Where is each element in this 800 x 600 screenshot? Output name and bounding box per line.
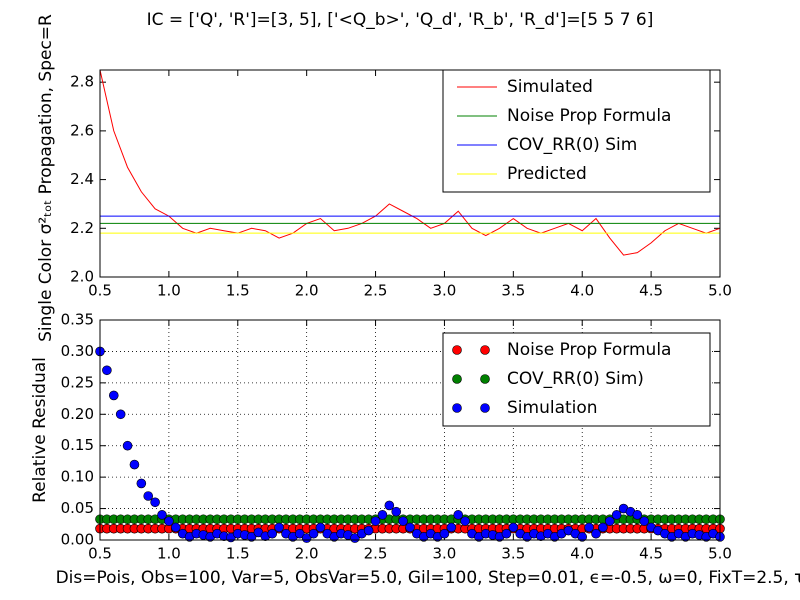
plot-frame xyxy=(99,69,721,278)
legend-label: Simulated xyxy=(507,77,593,97)
data-point xyxy=(391,506,402,517)
data-point xyxy=(604,516,615,526)
data-point xyxy=(632,510,643,520)
y-axis-label: Single Color σ²ₜₒₜ Propagation, Spec=R xyxy=(36,14,56,342)
data-point xyxy=(294,528,305,539)
data-point xyxy=(363,525,374,536)
legend-label: Simulation xyxy=(507,398,598,418)
data-point xyxy=(453,510,464,520)
legend-swatch xyxy=(452,345,462,355)
data-point xyxy=(639,516,650,526)
y-tick-label: 2.8 xyxy=(70,73,94,91)
x-tick-label: 1.0 xyxy=(157,545,181,563)
data-point xyxy=(370,516,381,526)
data-point xyxy=(136,478,147,489)
x-tick-label: 5.0 xyxy=(708,545,732,563)
data-point xyxy=(170,522,181,533)
y-tick-label: 2.6 xyxy=(70,121,94,139)
x-axis-label: Dis=Pois, Obs=100, Var=5, ObsVar=5.0, Gi… xyxy=(56,568,800,588)
legend-box xyxy=(442,69,711,193)
y-tick-label: 2.0 xyxy=(70,268,94,286)
x-tick-label: 2.5 xyxy=(364,545,388,563)
y-tick-label: 0.10 xyxy=(61,468,94,486)
legend-swatch xyxy=(452,374,462,384)
y-tick-label: 2.2 xyxy=(70,219,94,237)
data-point xyxy=(591,528,601,539)
data-point xyxy=(501,528,512,539)
y-tick-label: 0.30 xyxy=(61,342,94,360)
x-tick-label: 4.5 xyxy=(639,545,663,563)
x-tick-label: 2.0 xyxy=(295,545,319,563)
x-tick-label: 3.5 xyxy=(501,545,525,563)
legend-swatch xyxy=(452,403,462,413)
y-tick-label: 0.15 xyxy=(61,436,94,454)
data-point xyxy=(460,516,470,526)
plot-frame xyxy=(99,319,721,541)
data-point xyxy=(611,510,622,520)
y-tick-label: 2.4 xyxy=(70,170,94,188)
data-point xyxy=(274,522,284,533)
figure-title: IC = ['Q', 'R']=[3, 5], ['<Q_b>', 'Q_d',… xyxy=(147,10,654,30)
x-tick-label: 1.5 xyxy=(226,545,250,563)
data-point xyxy=(115,409,126,420)
data-point xyxy=(122,440,133,451)
data-point xyxy=(577,532,588,542)
data-point xyxy=(129,459,140,470)
x-tick-label: 3.0 xyxy=(433,545,457,563)
legend-label: COV_RR(0) Sim) xyxy=(507,369,644,389)
x-tick-label: 5.0 xyxy=(708,282,732,300)
y-tick-label: 0.25 xyxy=(61,373,94,391)
legend-swatch xyxy=(480,345,490,355)
legend-label: Noise Prop Formula xyxy=(507,340,671,360)
legend-swatch xyxy=(480,374,490,384)
data-line xyxy=(99,69,721,256)
data-point xyxy=(446,522,457,533)
x-tick-label: 0.5 xyxy=(88,545,112,563)
y-tick-label: 0.00 xyxy=(61,531,94,549)
data-point xyxy=(108,390,119,401)
y-tick-label: 0.35 xyxy=(61,311,94,329)
x-tick-label: 4.0 xyxy=(570,545,594,563)
data-point xyxy=(598,522,608,533)
x-tick-label: 3.5 xyxy=(501,282,525,300)
x-tick-label: 4.5 xyxy=(639,282,663,300)
legend-swatch xyxy=(480,403,490,413)
data-point xyxy=(584,522,594,533)
x-tick-label: 0.5 xyxy=(88,282,112,300)
x-tick-label: 2.0 xyxy=(295,282,319,300)
legend-label: Predicted xyxy=(507,164,587,184)
data-point xyxy=(164,516,174,526)
x-tick-label: 1.0 xyxy=(157,282,181,300)
data-point xyxy=(384,500,395,511)
y-tick-label: 0.05 xyxy=(61,499,94,517)
legend-label: Noise Prop Formula xyxy=(507,106,671,126)
data-point xyxy=(246,532,257,542)
data-point xyxy=(439,528,450,539)
x-tick-label: 1.5 xyxy=(226,282,250,300)
y-axis-label: Relative Residual xyxy=(30,357,50,503)
data-point xyxy=(398,516,408,526)
data-point xyxy=(315,522,326,533)
x-tick-label: 4.0 xyxy=(570,282,594,300)
data-point xyxy=(157,510,167,520)
x-tick-label: 3.0 xyxy=(433,282,457,300)
data-point xyxy=(102,365,112,376)
data-point xyxy=(308,528,319,539)
data-point xyxy=(150,497,160,508)
data-point xyxy=(405,522,415,533)
data-point xyxy=(143,491,154,501)
data-point xyxy=(377,510,388,520)
x-tick-label: 2.5 xyxy=(364,282,388,300)
data-point xyxy=(508,522,519,533)
legend-label: COV_RR(0) Sim xyxy=(507,135,637,155)
data-point xyxy=(267,528,278,539)
y-tick-label: 0.20 xyxy=(61,405,94,423)
